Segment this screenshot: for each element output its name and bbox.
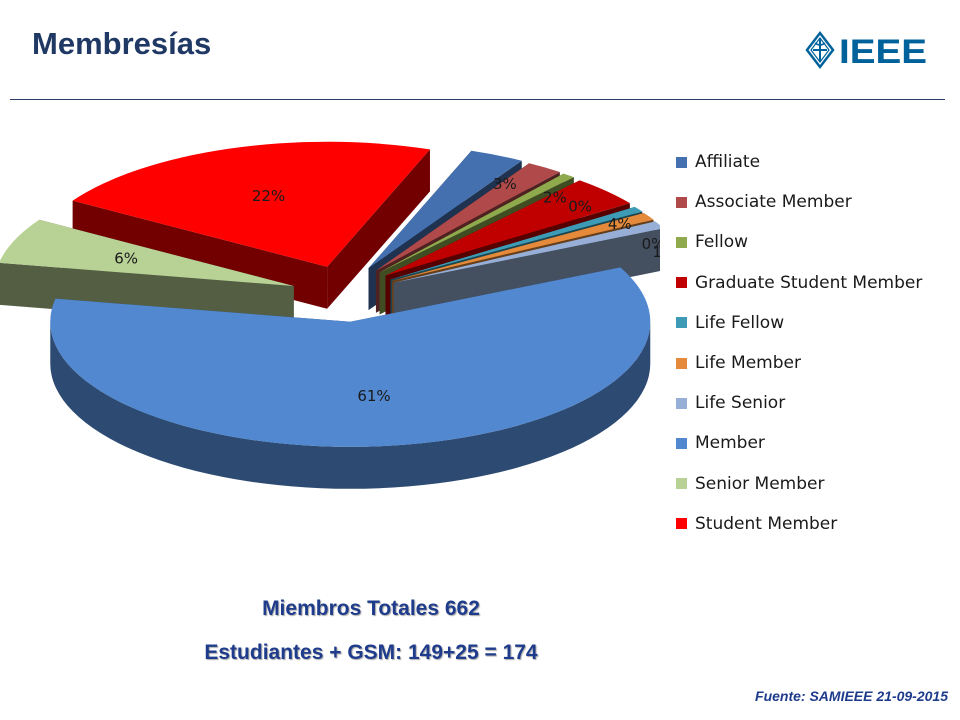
pie-chart: 3%2%0%4%0%1%1%61%6%22% bbox=[0, 141, 660, 489]
chart-legend: Affiliate Associate Member Fellow Graduate … bbox=[676, 142, 922, 544]
legend-item: Graduate Student Member bbox=[676, 263, 922, 303]
ieee-logo-text: IEEE bbox=[839, 33, 927, 70]
legend-label: Associate Member bbox=[695, 192, 852, 213]
pie-slice-label: 6% bbox=[114, 250, 138, 268]
pie-slice bbox=[390, 206, 643, 280]
legend-label: Graduate Student Member bbox=[695, 272, 923, 293]
legend-swatch bbox=[676, 357, 687, 369]
legend-item: Affiliate bbox=[676, 142, 922, 182]
ieee-kite-icon bbox=[805, 30, 835, 70]
legend-label: Affiliate bbox=[695, 152, 761, 173]
legend-label: Fellow bbox=[695, 232, 749, 253]
pie-slice-label: 2% bbox=[543, 189, 567, 207]
legend-label: Life Member bbox=[695, 353, 801, 374]
legend-label: Senior Member bbox=[695, 473, 825, 494]
legend-swatch bbox=[676, 518, 687, 530]
pie-slice bbox=[375, 163, 560, 271]
pie-slice-label: 61% bbox=[357, 387, 390, 405]
source-note: Fuente: SAMIEEE 21-09-2015 bbox=[755, 688, 948, 704]
title-divider bbox=[10, 99, 945, 100]
pie-slice-label: 4% bbox=[608, 215, 632, 233]
students-total: Estudiantes + GSM: 149+25 = 174 bbox=[204, 641, 538, 664]
legend-item: Student Member bbox=[676, 504, 922, 544]
legend-swatch bbox=[676, 236, 687, 248]
pie-slice-label: 1% bbox=[652, 243, 660, 261]
legend-swatch bbox=[676, 478, 687, 490]
legend-swatch bbox=[676, 317, 687, 329]
legend-item: Senior Member bbox=[676, 464, 922, 504]
pie-slice bbox=[368, 150, 522, 269]
pie-slice-side bbox=[50, 321, 651, 489]
pie-slice bbox=[393, 221, 660, 283]
legend-swatch bbox=[676, 156, 687, 168]
legend-item: Life Senior bbox=[676, 383, 922, 423]
pie-slice bbox=[72, 141, 430, 267]
legend-item: Associate Member bbox=[676, 182, 922, 222]
pie-slice bbox=[392, 212, 654, 281]
ieee-logo: IEEE bbox=[805, 30, 927, 70]
page-title: Membresías bbox=[32, 26, 212, 61]
total-members: Miembros Totales 662 bbox=[262, 597, 480, 620]
pie-slice-wall bbox=[327, 149, 430, 309]
pie-slice-label: 0% bbox=[642, 235, 660, 253]
legend-label: Member bbox=[695, 433, 765, 454]
pie-slice bbox=[385, 180, 630, 276]
legend-item: Life Member bbox=[676, 343, 922, 383]
legend-label: Life Senior bbox=[695, 393, 786, 414]
legend-swatch bbox=[676, 437, 687, 449]
pie-slice-label: 3% bbox=[493, 175, 517, 193]
legend-swatch bbox=[676, 277, 687, 289]
legend-item: Life Fellow bbox=[676, 303, 922, 343]
pie-slice bbox=[0, 219, 294, 286]
legend-label: Life Fellow bbox=[695, 312, 785, 333]
legend-item: Fellow bbox=[676, 222, 922, 262]
legend-item: Member bbox=[676, 423, 922, 463]
pie-slice bbox=[379, 173, 574, 273]
pie-slice-label: 22% bbox=[252, 187, 285, 205]
legend-swatch bbox=[676, 397, 687, 409]
pie-slice-label: 0% bbox=[568, 197, 592, 215]
legend-swatch bbox=[676, 196, 687, 208]
pie-slice bbox=[50, 267, 651, 447]
legend-label: Student Member bbox=[695, 513, 838, 534]
